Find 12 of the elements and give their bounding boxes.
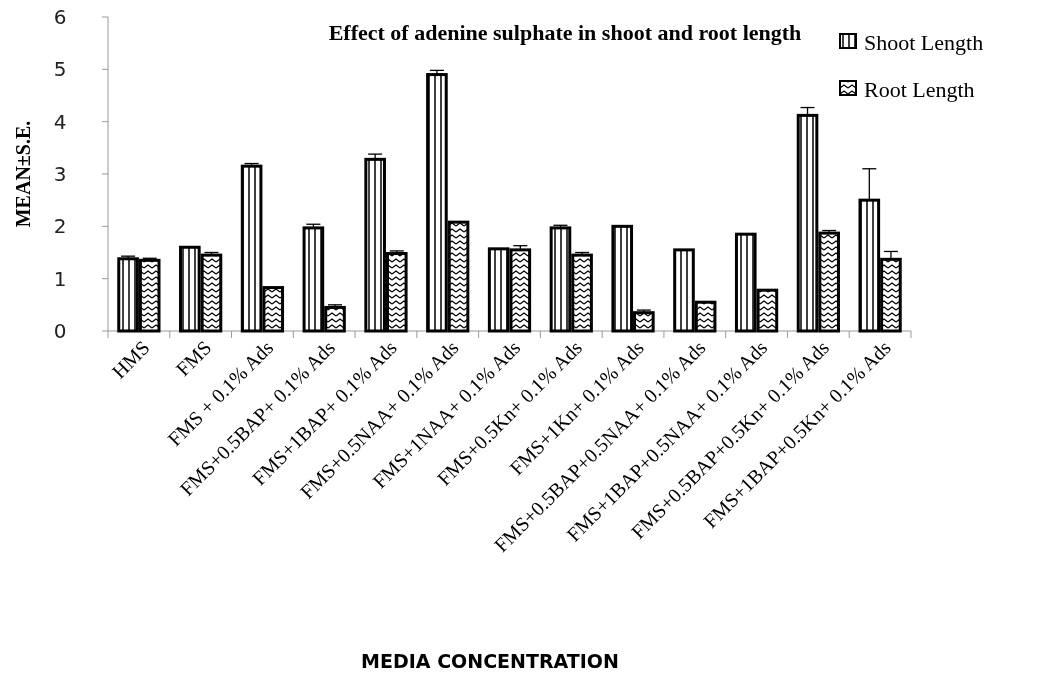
x-axis-title: MEDIA CONCENTRATION	[361, 650, 619, 672]
legend-label: Shoot Length	[864, 29, 984, 55]
y-tick-label: 2	[53, 214, 67, 239]
y-tick-label: 3	[53, 162, 67, 186]
legend-label: Root Length	[864, 76, 975, 102]
chart-title: Effect of adenine sulphate in shoot and root length	[328, 20, 802, 45]
y-tick-label: 4	[53, 109, 67, 134]
y-tick-label: 1	[53, 266, 67, 291]
y-tick-label: 5	[53, 57, 67, 82]
y-tick-label: 6	[53, 5, 67, 29]
y-axis-title: MEAN±S.E.	[12, 120, 34, 228]
y-tick-label: 0	[53, 319, 67, 343]
